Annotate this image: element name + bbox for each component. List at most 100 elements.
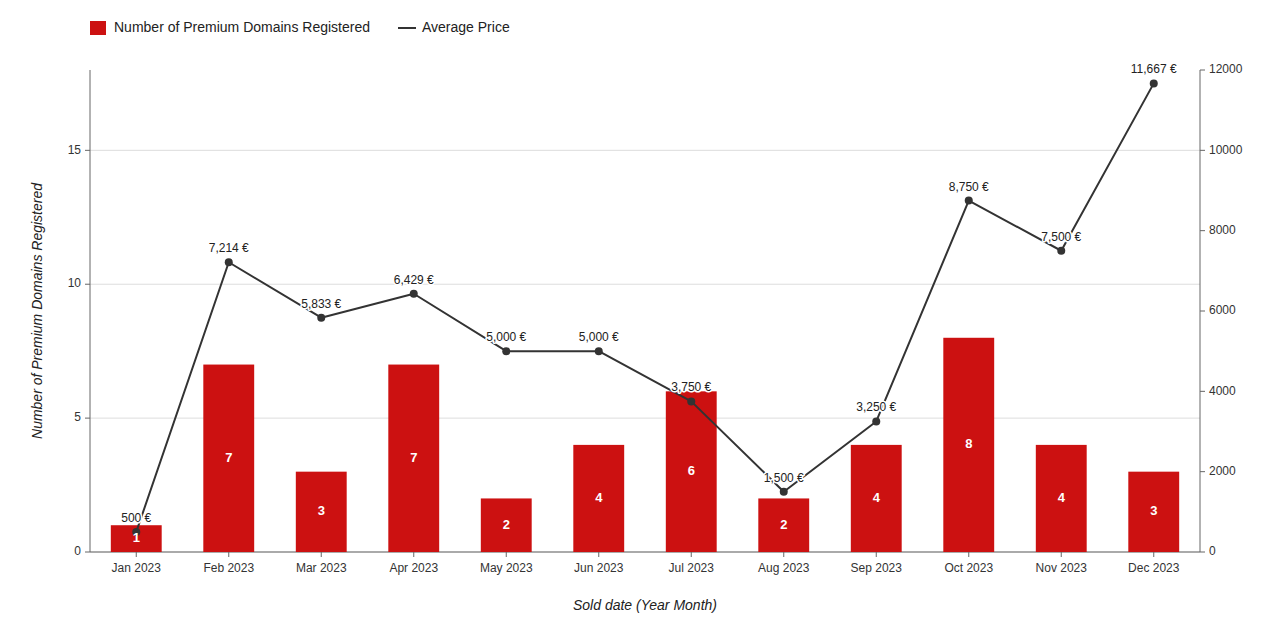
price-label: 8,750 € [949,180,989,194]
line-marker [410,290,418,298]
x-axis-line [90,552,1200,553]
x-tick-label: Apr 2023 [389,561,438,575]
x-tick [783,552,784,557]
y-tick-label: 15 [68,143,82,157]
y2-tick [1200,391,1205,392]
y2-tick [1200,552,1205,553]
line-marker [1057,247,1065,255]
line-marker [687,397,695,405]
bar-label: 2 [503,517,510,532]
bar [388,365,439,552]
price-label: 11,667 € [1131,62,1177,76]
line-marker [780,488,788,496]
price-label: 5,833 € [301,297,341,311]
y2-tick-label: 2000 [1209,464,1236,478]
line-marker [965,197,973,205]
legend-label: Number of Premium Domains Registered [114,19,370,35]
bar-label: 8 [965,436,972,451]
bar [758,498,809,552]
x-tick [968,552,969,557]
bar-label: 1 [133,530,140,545]
x-tick-label: Feb 2023 [203,561,254,575]
bar [666,391,717,552]
bar [111,525,162,552]
legend-label: Average Price [422,19,510,35]
bar [296,472,347,552]
line-marker [595,347,603,355]
x-tick-label: Nov 2023 [1036,561,1088,575]
x-tick-label: Dec 2023 [1128,561,1180,575]
y2-tick-label: 8000 [1209,223,1236,237]
x-tick [691,552,692,557]
y-tick [85,552,90,553]
chart: 0 5 10 15 0 2000 4000 6000 8000 10000 12000 Jan 202… [0,0,1280,632]
data-labels: 173724624843500 €7,214 €5,833 €6,429 €5,… [121,62,1177,545]
x-tick [1061,552,1062,557]
bar [573,445,624,552]
y2-axis-line [1200,70,1201,552]
x-tick [876,552,877,557]
x-tick [413,552,414,557]
price-label: 5,000 € [579,330,619,344]
bar [851,445,902,552]
x-tick [598,552,599,557]
line-marker [502,347,510,355]
y-tick-label: 0 [74,544,81,558]
x-tick [506,552,507,557]
price-line [136,83,1154,532]
y-tick-label: 10 [68,276,82,290]
price-label: 7,500 € [1041,230,1081,244]
price-label: 3,750 € [671,380,711,394]
x-tick-label: Jul 2023 [669,561,715,575]
bar-label: 4 [1058,490,1066,505]
bar-label: 3 [1150,503,1157,518]
bar-label: 7 [225,450,232,465]
legend: Number of Premium Domains Registered Aver… [90,19,510,35]
y-tick-label: 5 [74,410,81,424]
y2-tick-label: 6000 [1209,303,1236,317]
line-marker [1150,79,1158,87]
y2-tick-label: 12000 [1209,62,1243,76]
price-label: 7,214 € [209,241,249,255]
bar-label: 3 [318,503,325,518]
x-tick [1153,552,1154,557]
marks [111,79,1179,552]
y2-tick-label: 0 [1209,544,1216,558]
bar [943,338,994,552]
x-tick [136,552,137,557]
grid-line [90,418,1200,419]
bar [1128,472,1179,552]
y2-tick [1200,311,1205,312]
x-tick-label: May 2023 [480,561,533,575]
bar-label: 7 [410,450,417,465]
grid-line [90,150,1200,151]
legend-swatch [90,21,106,35]
x-tick-label: Mar 2023 [296,561,347,575]
price-label: 5,000 € [486,330,526,344]
y2-tick [1200,471,1205,472]
price-label: 1,500 € [764,471,804,485]
y-axis-line [90,70,91,552]
y2-tick-label: 4000 [1209,384,1236,398]
line-marker [872,417,880,425]
bar-label: 2 [780,517,787,532]
price-label: 500 € [121,511,151,525]
y2-tick [1200,230,1205,231]
x-tick-label: Jan 2023 [112,561,162,575]
bar [1036,445,1087,552]
x-tick [228,552,229,557]
y-tick [85,150,90,151]
bar-label: 4 [873,490,881,505]
y2-tick-label: 10000 [1209,143,1243,157]
grid-line [90,552,1200,553]
price-label: 6,429 € [394,273,434,287]
x-tick [321,552,322,557]
x-axis-title: Sold date (Year Month) [573,597,717,613]
y-tick [85,418,90,419]
x-tick-label: Oct 2023 [944,561,993,575]
bar [203,365,254,552]
x-tick-label: Sep 2023 [851,561,903,575]
grid-line [90,284,1200,285]
y-tick [85,284,90,285]
bar-label: 4 [595,490,603,505]
